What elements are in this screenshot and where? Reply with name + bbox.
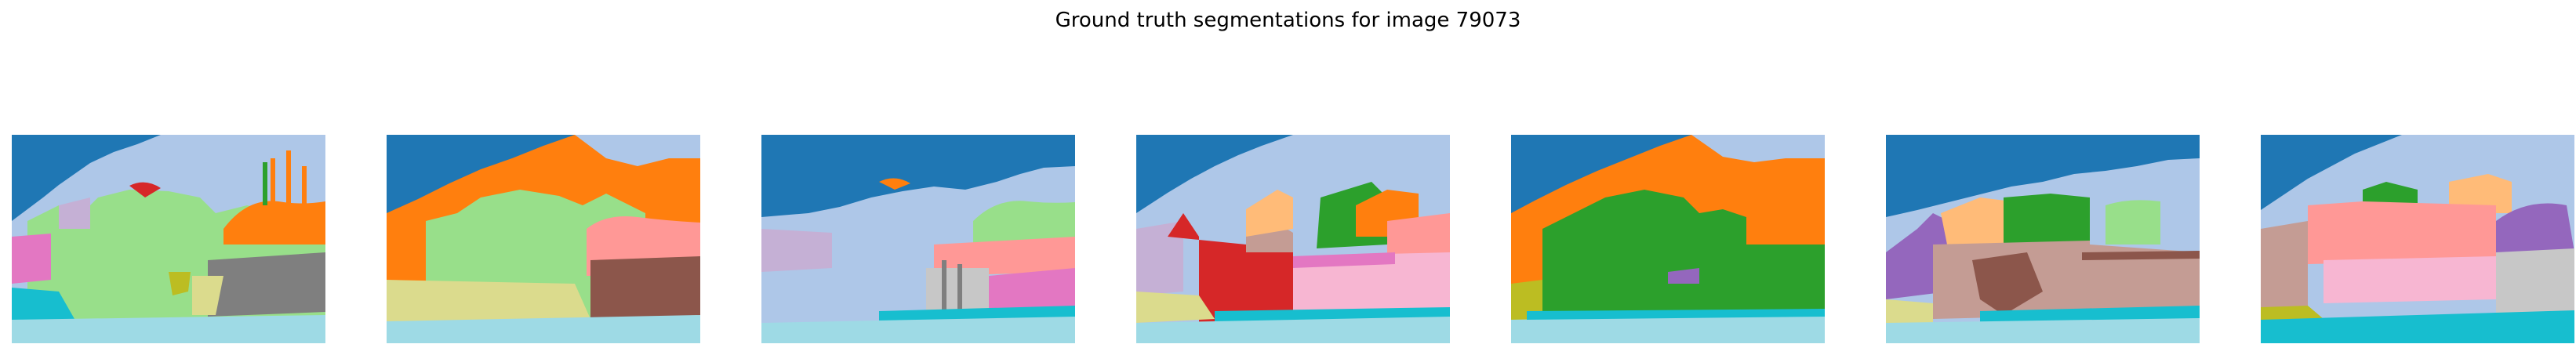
shore-region xyxy=(387,280,590,323)
railing-region xyxy=(2082,251,2200,260)
green-building-region xyxy=(2004,194,2090,245)
tower-region xyxy=(263,162,267,205)
sky-dark-region xyxy=(761,135,1075,217)
dock-region xyxy=(1980,306,2200,323)
water-region xyxy=(1511,313,1825,343)
dome-region xyxy=(973,201,1075,248)
facade-region xyxy=(761,229,832,272)
left-building-region xyxy=(2261,221,2308,312)
segmentation-panel-3 xyxy=(761,135,1075,343)
roof-region xyxy=(1246,190,1293,237)
right-facade-region xyxy=(2090,245,2200,320)
facade-region xyxy=(2323,256,2496,303)
left-building-region xyxy=(12,234,51,284)
small-object-region xyxy=(1668,268,1699,284)
spire-region xyxy=(271,150,307,229)
sky-region xyxy=(575,135,700,166)
segmentation-image-7 xyxy=(2261,135,2574,343)
sky-region xyxy=(1691,135,1825,162)
sky-dark-region xyxy=(1136,135,1293,213)
segmentation-panel-7 xyxy=(2261,135,2574,343)
segmentation-panel-5 xyxy=(1511,135,1825,343)
sky-dark-region xyxy=(387,135,575,213)
segmentation-panel-1 xyxy=(12,135,325,343)
shore-region xyxy=(1886,299,1933,324)
dome-region xyxy=(2105,200,2160,245)
segmentation-image-6 xyxy=(1886,135,2200,343)
water-region xyxy=(12,315,325,343)
water-region xyxy=(1136,317,1450,343)
segmentation-image-3 xyxy=(761,135,1075,343)
sky-dark-region xyxy=(2261,135,2402,210)
segmentation-panel-4 xyxy=(1136,135,1450,343)
segmentation-panel-6 xyxy=(1886,135,2200,343)
sky-dark-region xyxy=(12,135,161,221)
segmentation-image-4 xyxy=(1136,135,1450,343)
water-region xyxy=(2261,310,2574,343)
roof-region xyxy=(1941,197,2011,252)
water-region xyxy=(761,317,1075,343)
sky-dark-region xyxy=(1886,135,2200,217)
figure-title: Ground truth segmentations for image 790… xyxy=(1055,9,1521,32)
facade-region xyxy=(59,197,90,229)
building-region xyxy=(2308,201,2496,264)
segmentation-image-2 xyxy=(387,135,700,343)
building-region xyxy=(1542,190,1825,343)
small-object-region xyxy=(169,272,191,295)
segmentation-image-1 xyxy=(12,135,325,343)
left-building-region xyxy=(1136,221,1183,295)
sky-dark-region xyxy=(1511,135,1691,213)
flag-region xyxy=(129,182,161,197)
flag-region xyxy=(879,178,910,190)
segmentation-panel-2 xyxy=(387,135,700,343)
water-region xyxy=(387,315,700,343)
building-band-region xyxy=(934,237,1075,276)
dome-region xyxy=(2496,203,2574,252)
water-left-region xyxy=(12,288,74,323)
segmentation-image-5 xyxy=(1511,135,1825,343)
wall-region xyxy=(1293,252,1450,320)
dome-right-region xyxy=(1387,213,1450,264)
water-region xyxy=(1886,318,2200,343)
wall-region xyxy=(2496,248,2574,313)
wall-region xyxy=(208,252,325,317)
band-region xyxy=(1293,252,1395,268)
shore-region xyxy=(1136,292,1215,323)
dock-region xyxy=(1527,309,1825,320)
brown-structure-region xyxy=(1972,252,2043,315)
shore-region xyxy=(2261,306,2323,321)
boat-region xyxy=(192,276,223,315)
wall-region xyxy=(590,256,700,319)
roof-orange-region xyxy=(2449,174,2512,213)
